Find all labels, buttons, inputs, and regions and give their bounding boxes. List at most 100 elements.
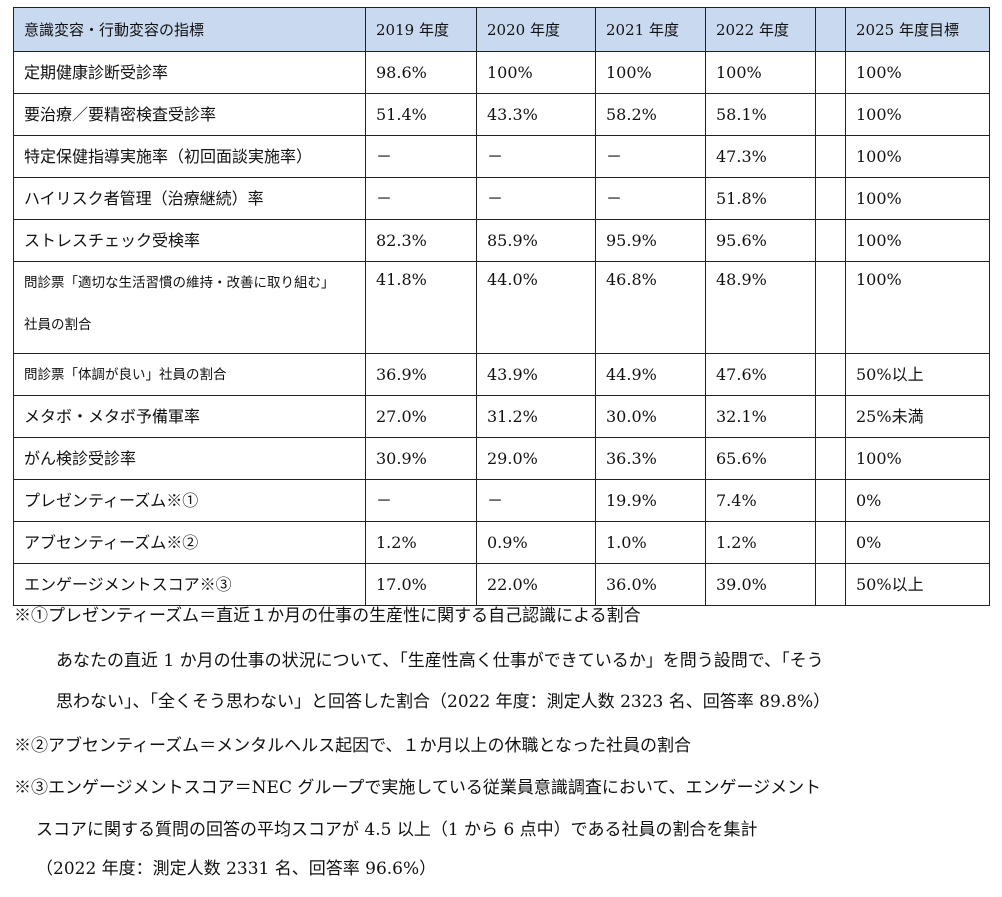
cell-2019: 41.8%	[365, 261, 477, 354]
header-2020: 2020 年度	[476, 7, 596, 52]
cell-2021: 36.0%	[595, 563, 706, 606]
cell-2022: 48.9%	[705, 261, 816, 354]
row-label: ストレスチェック受検率	[13, 219, 366, 262]
cell-2021: －	[595, 135, 706, 178]
cell-blank	[815, 51, 846, 94]
cell-2019: 82.3%	[365, 219, 477, 262]
cell-2022: 51.8%	[705, 177, 816, 220]
row-label: メタボ・メタボ予備軍率	[13, 395, 366, 438]
header-2021: 2021 年度	[595, 7, 706, 52]
row-label: エンゲージメントスコア※③	[13, 563, 366, 606]
cell-target: 100%	[845, 93, 990, 136]
cell-2022: 39.0%	[705, 563, 816, 606]
table-row: エンゲージメントスコア※③ 17.0% 22.0% 36.0% 39.0% 50…	[13, 563, 990, 606]
cell-2021: －	[595, 177, 706, 220]
footnote-engagement-detail-2: （2022 年度：測定人数 2331 名、回答率 96.6%）	[36, 859, 437, 879]
cell-2020: 85.9%	[476, 219, 596, 262]
header-2022: 2022 年度	[705, 7, 816, 52]
cell-2019: 36.9%	[365, 353, 477, 396]
cell-blank	[815, 261, 846, 354]
table-header-row: 意識変容・行動変容の指標 2019 年度 2020 年度 2021 年度 202…	[13, 7, 990, 52]
cell-2021: 36.3%	[595, 437, 706, 480]
cell-2021: 95.9%	[595, 219, 706, 262]
cell-target: 25%未満	[845, 395, 990, 438]
cell-2021: 46.8%	[595, 261, 706, 354]
cell-2021: 19.9%	[595, 479, 706, 522]
cell-2020: 44.0%	[476, 261, 596, 354]
cell-2020: －	[476, 479, 596, 522]
footnote-engagement: ※③エンゲージメントスコア＝NEC グループで実施している従業員意識調査において…	[14, 778, 822, 798]
cell-2019: 1.2%	[365, 521, 477, 564]
table-row: 要治療／要精密検査受診率 51.4% 43.3% 58.2% 58.1% 100…	[13, 93, 990, 136]
cell-target: 100%	[845, 51, 990, 94]
cell-2021: 1.0%	[595, 521, 706, 564]
row-label: 問診票「適切な生活習慣の維持・改善に取り組む」 社員の割合	[13, 261, 366, 354]
header-indicator: 意識変容・行動変容の指標	[13, 7, 366, 52]
cell-2022: 7.4%	[705, 479, 816, 522]
cell-blank	[815, 219, 846, 262]
table-row: 定期健康診断受診率 98.6% 100% 100% 100% 100%	[13, 51, 990, 94]
row-label: 要治療／要精密検査受診率	[13, 93, 366, 136]
cell-2020: 100%	[476, 51, 596, 94]
cell-2021: 58.2%	[595, 93, 706, 136]
cell-2020: －	[476, 177, 596, 220]
cell-2019: －	[365, 177, 477, 220]
row-label-line2: 社員の割合	[24, 317, 92, 333]
footnote-absenteeism: ※②アブセンティーズム＝メンタルヘルス起因で、１か月以上の休職となった社員の割合	[14, 736, 691, 756]
cell-blank	[815, 563, 846, 606]
cell-target: 50%以上	[845, 353, 990, 396]
cell-target: 0%	[845, 479, 990, 522]
table-row: がん検診受診率 30.9% 29.0% 36.3% 65.6% 100%	[13, 437, 990, 480]
table-row: アブセンティーズム※② 1.2% 0.9% 1.0% 1.2% 0%	[13, 521, 990, 564]
cell-2022: 65.6%	[705, 437, 816, 480]
cell-2022: 95.6%	[705, 219, 816, 262]
header-2019: 2019 年度	[365, 7, 477, 52]
row-label: 特定保健指導実施率（初回面談実施率）	[13, 135, 366, 178]
table-row: メタボ・メタボ予備軍率 27.0% 31.2% 30.0% 32.1% 25%未…	[13, 395, 990, 438]
cell-target: 100%	[845, 437, 990, 480]
footnote-presenteeism-detail-2: 思わない」、「全くそう思わない」と回答した割合（2022 年度：測定人数 232…	[56, 692, 831, 712]
cell-blank	[815, 395, 846, 438]
cell-2019: 98.6%	[365, 51, 477, 94]
cell-target: 100%	[845, 219, 990, 262]
cell-2019: －	[365, 135, 477, 178]
row-label-line1: 問診票「適切な生活習慣の維持・改善に取り組む」	[24, 275, 335, 291]
cell-2020: 31.2%	[476, 395, 596, 438]
footnote-engagement-detail-1: スコアに関する質問の回答の平均スコアが 4.5 以上（1 から 6 点中）である…	[36, 820, 758, 840]
cell-2022: 1.2%	[705, 521, 816, 564]
cell-2022: 32.1%	[705, 395, 816, 438]
cell-target: 100%	[845, 135, 990, 178]
cell-2019: －	[365, 479, 477, 522]
cell-2019: 17.0%	[365, 563, 477, 606]
cell-2020: －	[476, 135, 596, 178]
row-label: 問診票「体調が良い」社員の割合	[13, 353, 366, 396]
cell-2019: 27.0%	[365, 395, 477, 438]
row-label: がん検診受診率	[13, 437, 366, 480]
row-label: ハイリスク者管理（治療継続）率	[13, 177, 366, 220]
cell-2021: 30.0%	[595, 395, 706, 438]
cell-blank	[815, 353, 846, 396]
cell-blank	[815, 437, 846, 480]
cell-blank	[815, 521, 846, 564]
header-blank	[815, 7, 846, 52]
cell-target: 0%	[845, 521, 990, 564]
cell-2022: 100%	[705, 51, 816, 94]
footnote-presenteeism: ※①プレゼンティーズム＝直近１か月の仕事の生産性に関する自己認識による割合	[14, 606, 641, 626]
table-row: 特定保健指導実施率（初回面談実施率） － － － 47.3% 100%	[13, 135, 990, 178]
cell-2020: 0.9%	[476, 521, 596, 564]
cell-2020: 22.0%	[476, 563, 596, 606]
row-label: プレゼンティーズム※①	[13, 479, 366, 522]
cell-2022: 47.3%	[705, 135, 816, 178]
cell-blank	[815, 93, 846, 136]
cell-2022: 58.1%	[705, 93, 816, 136]
table-row: ハイリスク者管理（治療継続）率 － － － 51.8% 100%	[13, 177, 990, 220]
table-row: プレゼンティーズム※① － － 19.9% 7.4% 0%	[13, 479, 990, 522]
kpi-table: 意識変容・行動変容の指標 2019 年度 2020 年度 2021 年度 202…	[13, 7, 990, 606]
row-label: アブセンティーズム※②	[13, 521, 366, 564]
cell-target: 100%	[845, 177, 990, 220]
cell-target: 50%以上	[845, 563, 990, 606]
cell-2019: 51.4%	[365, 93, 477, 136]
cell-blank	[815, 177, 846, 220]
table-row: ストレスチェック受検率 82.3% 85.9% 95.9% 95.6% 100%	[13, 219, 990, 262]
row-label: 定期健康診断受診率	[13, 51, 366, 94]
